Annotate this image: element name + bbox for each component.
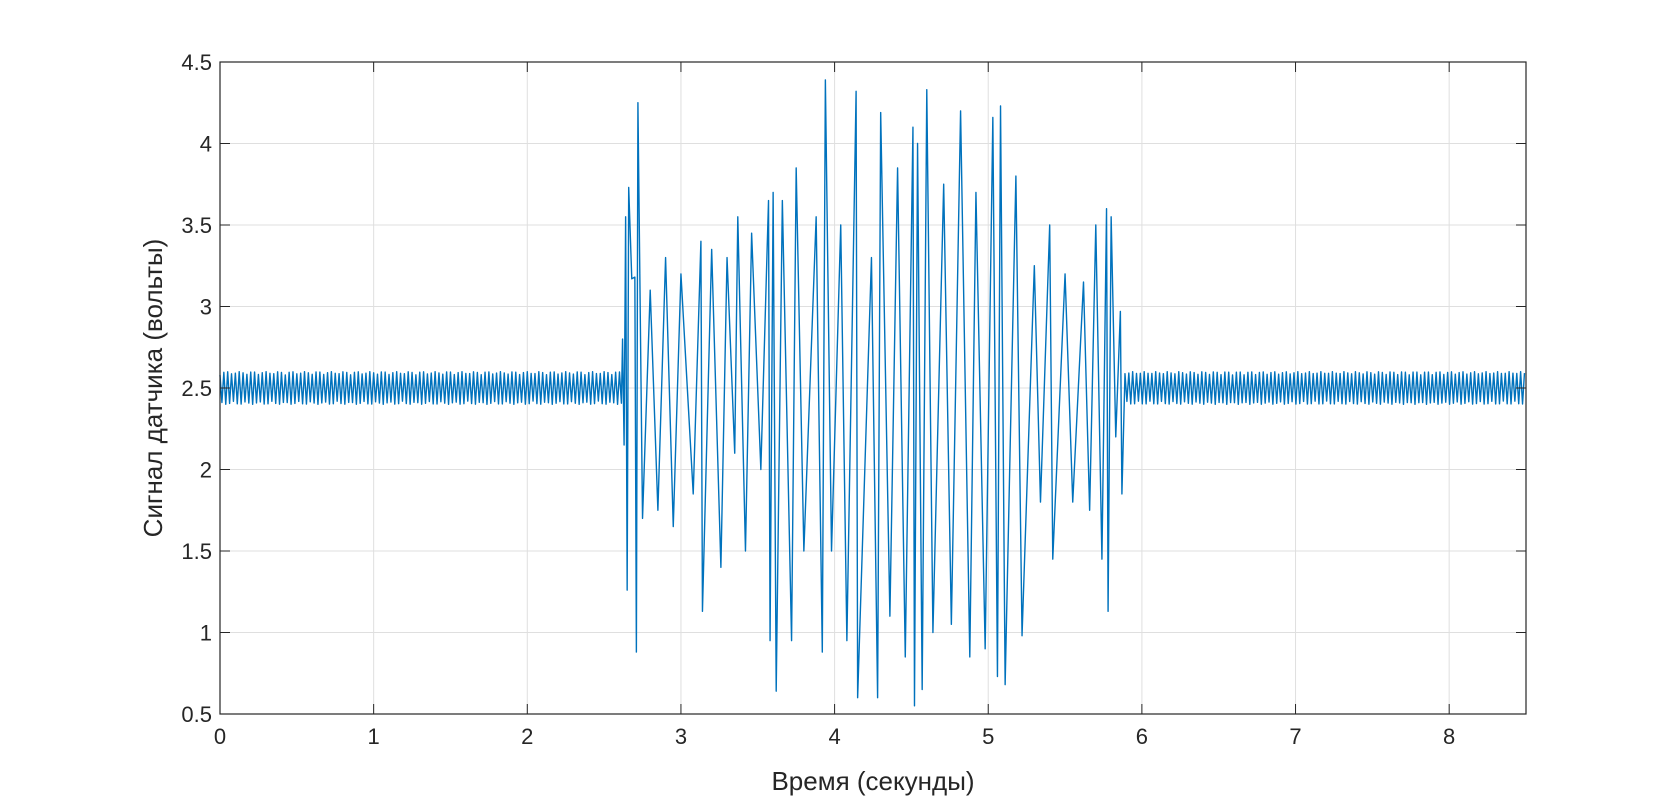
y-tick-label: 2 (200, 458, 212, 483)
y-tick-label: 1 (200, 621, 212, 646)
y-tick-label: 2.5 (181, 376, 212, 401)
x-tick-label: 3 (675, 724, 687, 749)
x-tick-label: 8 (1443, 724, 1455, 749)
signal-line (219, 79, 1526, 707)
y-tick-label: 3.5 (181, 213, 212, 238)
tick-labels: 0 1 2 3 4 5 6 7 8 0.5 1 1.5 2 2.5 3 3.5 4 4.5 (181, 50, 1455, 749)
x-tick-label: 5 (982, 724, 994, 749)
y-tick-label: 3 (200, 295, 212, 320)
x-tick-label: 0 (214, 724, 226, 749)
x-tick-label: 4 (828, 724, 840, 749)
y-axis-label: Сигнал датчика (вольты) (138, 239, 168, 538)
x-axis-label: Время (секунды) (771, 766, 974, 796)
series-group (219, 79, 1526, 707)
x-tick-label: 1 (368, 724, 380, 749)
x-tick-label: 6 (1136, 724, 1148, 749)
y-tick-label: 0.5 (181, 702, 212, 727)
y-tick-label: 4.5 (181, 50, 212, 75)
y-tick-label: 4 (200, 132, 212, 157)
y-tick-label: 1.5 (181, 539, 212, 564)
x-tick-label: 7 (1289, 724, 1301, 749)
ticks (219, 61, 1526, 715)
x-tick-label: 2 (521, 724, 533, 749)
